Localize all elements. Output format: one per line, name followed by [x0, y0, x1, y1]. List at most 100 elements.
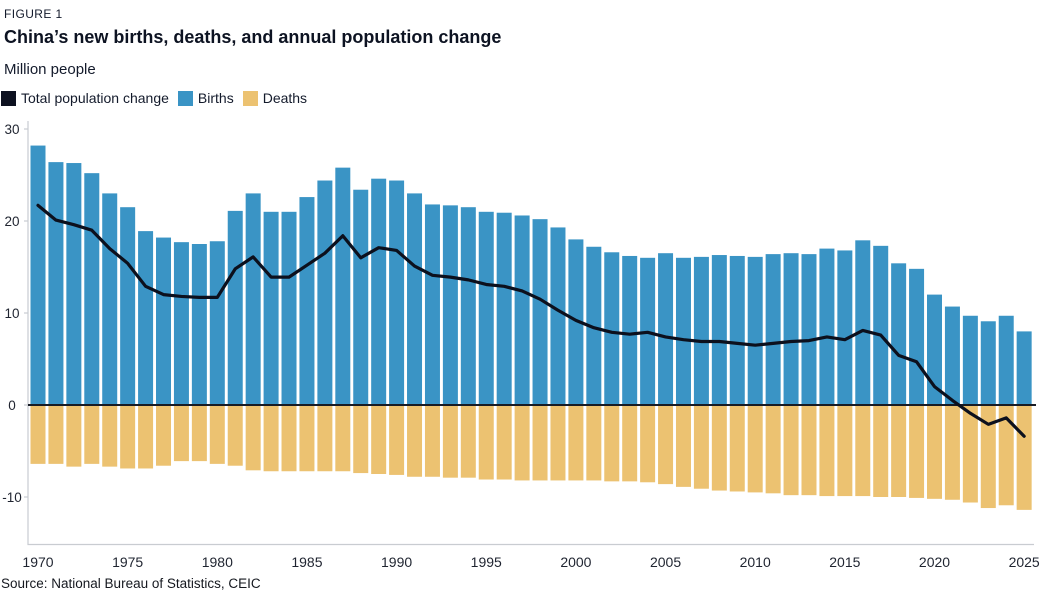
y-axis-tick-label: 0	[8, 398, 16, 413]
legend-label: Total population change	[21, 90, 169, 106]
deaths-bar	[173, 406, 189, 462]
deaths-bar	[711, 406, 727, 491]
births-bar	[424, 204, 440, 405]
births-bar	[209, 241, 225, 405]
page-title: China’s new births, deaths, and annual p…	[4, 27, 502, 47]
y-axis-tick-label: 20	[4, 214, 19, 229]
births-bar	[891, 263, 907, 405]
deaths-bar	[873, 406, 889, 497]
source-note: Source: National Bureau of Statistics, C…	[1, 576, 261, 591]
deaths-bar	[962, 406, 978, 503]
births-bar	[407, 193, 423, 405]
x-axis-tick-label: 2000	[560, 554, 591, 570]
deaths-bar	[568, 406, 584, 481]
x-axis-tick-label: 2020	[919, 554, 950, 570]
births-bar	[962, 315, 978, 405]
deaths-bar	[747, 406, 763, 493]
births-bar	[478, 211, 494, 405]
births-bar	[801, 254, 817, 405]
deaths-bar	[604, 406, 620, 482]
axis-frame	[27, 121, 1034, 546]
y-axis-tick-label: 10	[4, 306, 19, 321]
births-bar	[944, 306, 960, 405]
deaths-bar	[407, 406, 423, 477]
total-change-swatch-icon	[1, 90, 16, 106]
births-bar	[263, 211, 279, 405]
births-bar	[120, 207, 136, 405]
deaths-bar	[640, 406, 656, 483]
births-bar	[496, 212, 512, 405]
deaths-bar	[801, 406, 817, 496]
legend-item-deaths: Deaths	[242, 90, 308, 106]
x-axis-tick-label: 2010	[740, 554, 771, 570]
deaths-bar	[909, 406, 925, 498]
births-bar	[998, 315, 1014, 405]
legend-label: Deaths	[262, 90, 308, 106]
deaths-bar	[622, 406, 638, 482]
deaths-swatch-icon	[242, 90, 258, 106]
deaths-bar	[245, 406, 261, 471]
births-bar	[658, 253, 674, 405]
deaths-bar	[138, 406, 154, 469]
births-bar	[550, 227, 566, 405]
births-bar	[819, 248, 835, 405]
deaths-bar	[729, 406, 745, 492]
births-swatch-icon	[177, 90, 193, 106]
births-bar	[48, 162, 64, 405]
births-bar	[227, 210, 243, 405]
births-bar	[783, 253, 799, 405]
births-bar	[335, 167, 351, 405]
deaths-bar	[371, 406, 387, 474]
deaths-bar	[263, 406, 279, 472]
births-bar	[514, 215, 530, 405]
deaths-bar	[927, 406, 942, 499]
deaths-bar	[389, 406, 405, 475]
deaths-bar	[460, 406, 476, 478]
legend: Total population change Births Deaths	[1, 90, 316, 106]
x-axis-tick-label: 2015	[829, 554, 860, 570]
deaths-bar	[532, 406, 548, 481]
deaths-bar	[658, 406, 674, 485]
births-bar	[586, 246, 602, 405]
births-bar	[281, 211, 297, 405]
deaths-bar	[891, 406, 907, 497]
deaths-bar	[693, 406, 709, 489]
deaths-bar	[980, 406, 996, 509]
deaths-bar	[837, 406, 853, 497]
deaths-bar	[550, 406, 566, 481]
x-axis-tick-label: 2025	[1009, 554, 1040, 570]
births-bar	[873, 245, 889, 405]
births-bar	[909, 268, 925, 405]
deaths-bar	[335, 406, 351, 472]
deaths-bar	[442, 406, 458, 478]
births-bar	[102, 193, 118, 405]
deaths-bar	[120, 406, 136, 469]
births-bar	[389, 180, 405, 405]
axis-unit-label: Million people	[4, 61, 96, 78]
figure-label: FIGURE 1	[4, 7, 63, 21]
deaths-bar	[675, 406, 691, 487]
legend-label: Births	[197, 90, 234, 106]
births-bar	[84, 173, 100, 405]
x-axis-tick-label: 1980	[202, 554, 233, 570]
births-bar	[460, 207, 476, 405]
births-bar	[66, 163, 82, 405]
x-axis-tick-label: 1995	[471, 554, 502, 570]
births-bar	[729, 255, 745, 405]
deaths-bar	[1016, 406, 1032, 510]
births-bar	[675, 257, 691, 405]
total-change-line	[36, 203, 1026, 438]
births-bar	[245, 193, 261, 405]
legend-item-total-change: Total population change	[1, 90, 169, 106]
births-bar	[747, 256, 763, 405]
deaths-bar	[317, 406, 333, 472]
x-axis-tick-label: 1970	[22, 554, 53, 570]
deaths-bar	[353, 406, 369, 474]
births-bar	[156, 237, 172, 405]
deaths-bar	[855, 406, 871, 497]
deaths-bar	[102, 406, 118, 467]
deaths-bar	[944, 406, 960, 500]
deaths-bar	[209, 406, 225, 464]
legend-item-births: Births	[177, 90, 234, 106]
